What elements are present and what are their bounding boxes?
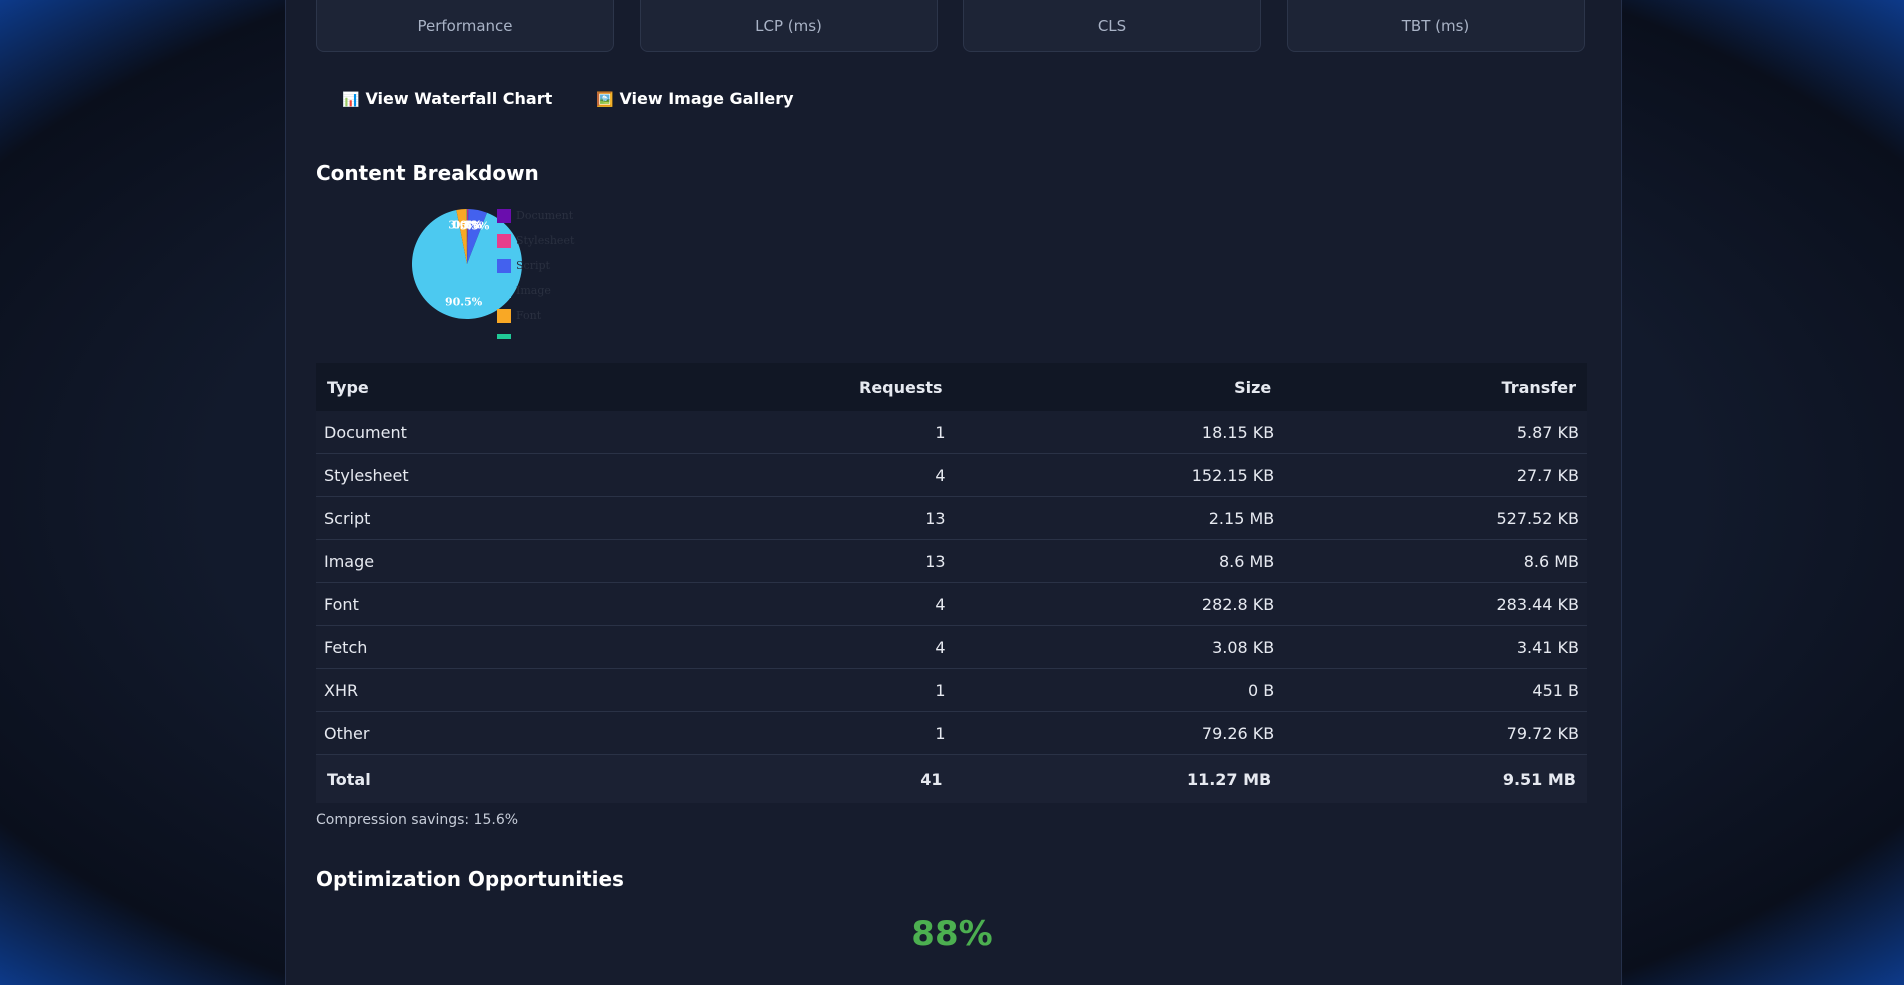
table-cell: 283.44 KB [1282, 582, 1587, 626]
table-cell: 3.41 KB [1282, 625, 1587, 669]
table-cell: 27.7 KB [1282, 453, 1587, 497]
table-row: Image 13 8.6 MB 8.6 MB [316, 539, 1587, 583]
pie-slice [412, 210, 522, 319]
legend-label: Stylesheet [516, 234, 575, 247]
table-row: XHR 1 0 B 451 B [316, 668, 1587, 712]
table-row: Font 4 282.8 KB 283.44 KB [316, 582, 1587, 626]
legend-swatch [497, 259, 511, 273]
button-icon: 🖼️ [596, 92, 614, 108]
table-cell: 18.15 KB [953, 411, 1283, 454]
breakdown-table: Type Requests Size Transfer Document 1 18.15 K… [316, 363, 1587, 803]
metric-card: CLS [963, 0, 1261, 52]
button[interactable]: 📊 View Waterfall Chart [342, 89, 552, 108]
pie-chart: 0.1%0.3%5.5%90.5%3.0%0.1%DocumentStylesh… [412, 209, 575, 339]
pie-slice [456, 209, 467, 264]
compression-note: Compression savings: 15.6% [316, 812, 519, 828]
table-cell: 527.52 KB [1282, 496, 1587, 540]
metric-card: Performance [316, 0, 614, 52]
slice-label: 5.5% [460, 219, 490, 232]
table-cell: XHR [316, 668, 628, 712]
pie-slice [467, 209, 469, 264]
table-cell: 8.6 MB [1282, 539, 1587, 583]
table-cell: 152.15 KB [953, 453, 1283, 497]
button[interactable]: 🖼️ View Image Gallery [596, 89, 794, 108]
legend-label: Image [516, 284, 551, 297]
button-icon: 📊 [342, 92, 360, 108]
column-header: Type [316, 363, 628, 411]
table-cell: 451 B [1282, 668, 1587, 712]
table-cell: Stylesheet [316, 453, 628, 497]
table-cell: 5.87 KB [1282, 411, 1587, 454]
table-cell: 1 [627, 711, 954, 755]
table-cell: 1 [627, 668, 954, 712]
table-cell: 0 B [953, 668, 1283, 712]
score: 88% [911, 914, 993, 954]
section-title: Content Breakdown [316, 161, 539, 185]
table-cell: 3.08 KB [953, 625, 1283, 669]
table-cell: 79.72 KB [1282, 711, 1587, 755]
metric-card: TBT (ms) [1286, 0, 1585, 52]
table-row: Fetch 4 3.08 KB 3.41 KB [316, 625, 1587, 669]
slice-label: 90.5% [445, 295, 483, 308]
legend-swatch [497, 284, 511, 298]
legend-swatch [497, 234, 511, 248]
total-cell: Total [316, 754, 628, 803]
pie-slice [467, 209, 488, 264]
table-cell: Other [316, 711, 628, 755]
table-cell: 1 [627, 411, 954, 454]
table-cell: 13 [627, 539, 954, 583]
legend-label: Font [516, 309, 542, 322]
table-cell: Script [316, 496, 628, 540]
legend-swatch [497, 209, 511, 223]
table-cell: 2.15 MB [953, 496, 1283, 540]
table-cell: 4 [627, 582, 954, 626]
button-label: View Waterfall Chart [365, 89, 553, 108]
legend-swatch [497, 309, 511, 323]
legend-label: Script [516, 259, 551, 272]
column-header: Transfer [1282, 363, 1587, 411]
total-row: Total 41 11.27 MB 9.51 MB [316, 754, 1587, 803]
table-row: Script 13 2.15 MB 527.52 KB [316, 496, 1587, 540]
legend-label: Document [516, 209, 574, 222]
slice-label: 0.1% [452, 219, 482, 232]
section-title: Optimization Opportunities [316, 867, 624, 891]
table-cell: 4 [627, 453, 954, 497]
table-cell: Image [316, 539, 628, 583]
table-cell: 4 [627, 625, 954, 669]
table-cell: 8.6 MB [953, 539, 1283, 583]
slice-label: 3.0% [448, 219, 478, 232]
button-label: View Image Gallery [619, 89, 794, 108]
table-cell: Font [316, 582, 628, 626]
slice-label: 0.1% [452, 219, 482, 232]
table-cell: 13 [627, 496, 954, 540]
table-cell: Fetch [316, 625, 628, 669]
legend-swatch [497, 334, 511, 339]
metric-card: LCP (ms) [639, 0, 938, 52]
table-cell: Document [316, 411, 628, 454]
table-cell: 79.26 KB [953, 711, 1283, 755]
total-cell: 41 [627, 754, 954, 803]
column-header: Requests [627, 363, 954, 411]
total-cell: 9.51 MB [1282, 754, 1587, 803]
column-header: Size [953, 363, 1283, 411]
table-row: Stylesheet 4 152.15 KB 27.7 KB [316, 453, 1587, 497]
table-row: Document 1 18.15 KB 5.87 KB [316, 411, 1587, 454]
table-row: Other 1 79.26 KB 79.72 KB [316, 711, 1587, 755]
slice-label: 0.3% [453, 219, 483, 232]
table-cell: 282.8 KB [953, 582, 1283, 626]
total-cell: 11.27 MB [953, 754, 1283, 803]
header-row: Type Requests Size Transfer [316, 363, 1587, 411]
